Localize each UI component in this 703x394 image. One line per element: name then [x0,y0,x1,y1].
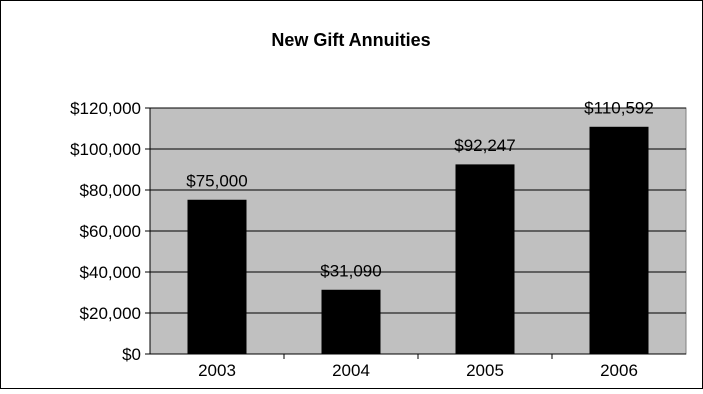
y-tick-label: $20,000 [80,304,141,323]
bar-2005 [455,164,515,355]
x-tick-label-2006: 2006 [600,361,638,380]
plot-area: $0 $20,000 $40,000 $60,000 $80,000 $100,000 $1… [70,98,687,380]
y-tick-label: $80,000 [80,181,141,200]
chart-title: New Gift Annuities [271,30,430,50]
data-label-2006: $110,592 [584,98,654,117]
x-tick-label-2005: 2005 [466,361,504,380]
x-tick-label-2003: 2003 [198,361,236,380]
x-tick-label-2004: 2004 [332,361,370,380]
bar-2006 [589,126,649,355]
y-tick-label: $60,000 [80,222,141,241]
data-label-2005: $92,247 [454,136,515,155]
bar-2004 [321,289,381,355]
bar-2003 [187,199,247,355]
y-tick-label: $100,000 [70,140,141,159]
data-label-2004: $31,090 [320,261,381,280]
data-label-2003: $75,000 [186,171,247,190]
y-tick-label: $0 [122,345,141,364]
y-tick-label: $120,000 [70,99,141,118]
y-tick-label: $40,000 [80,263,141,282]
